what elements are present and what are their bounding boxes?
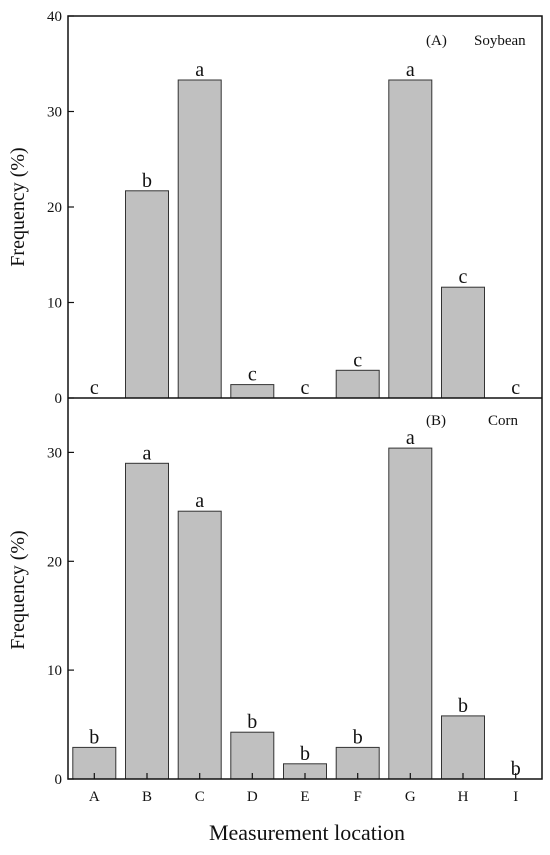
- y-tick-label-soybean: 0: [55, 391, 63, 407]
- sig-label-corn-E: b: [300, 743, 310, 765]
- x-axis-title: Measurement location: [209, 820, 405, 845]
- bar-soybean-H: [441, 286, 485, 399]
- bar-corn-B: [125, 462, 169, 780]
- sig-label-soybean-H: c: [459, 266, 468, 288]
- sig-label-soybean-F: c: [353, 349, 362, 371]
- sig-label-corn-B: a: [143, 442, 152, 464]
- x-tick-label-C: C: [195, 789, 205, 805]
- bar-soybean-C: [177, 79, 222, 399]
- sig-label-soybean-D: c: [248, 364, 257, 386]
- bars-soybean: [125, 79, 485, 399]
- sig-label-soybean-C: a: [195, 59, 204, 81]
- bar-corn-D: [230, 731, 275, 780]
- x-ticks-corn: A B C D E F G H I: [89, 773, 518, 805]
- significance-labels-soybean: c b a c c c a c c: [90, 59, 520, 399]
- sig-label-corn-D: b: [247, 711, 257, 733]
- y-ticks-corn: 0 10 20 30: [47, 445, 74, 788]
- y-tick-label-soybean: 40: [47, 9, 62, 25]
- x-tick-label-A: A: [89, 789, 100, 805]
- x-tick-label-F: F: [354, 789, 362, 805]
- sig-label-corn-A: b: [89, 726, 99, 748]
- y-tick-label-corn: 0: [55, 772, 63, 788]
- sig-label-soybean-G: a: [406, 59, 415, 81]
- bar-soybean-G: [388, 79, 433, 399]
- sig-label-soybean-E: c: [301, 377, 310, 399]
- y-tick-label-soybean: 30: [47, 105, 62, 121]
- y-axis-title-soybean: Frequency (%): [7, 147, 29, 266]
- bar-soybean-D: [230, 384, 275, 399]
- sig-label-corn-H: b: [458, 695, 468, 717]
- x-tick-label-I: I: [513, 789, 518, 805]
- panel-label-b: (B): [426, 413, 446, 429]
- panel-title-soybean: Soybean: [474, 33, 526, 49]
- panel-title-corn: Corn: [488, 413, 519, 429]
- bar-soybean-B: [125, 190, 169, 399]
- panel-label-a: (A): [426, 33, 447, 49]
- sig-label-soybean-B: b: [142, 170, 152, 192]
- y-tick-label-corn: 30: [47, 445, 62, 461]
- panel-a-soybean: c b a c c c a c c 0 10 20 30 40 (A) Soybean Frequenc…: [7, 9, 526, 407]
- bars-corn: [72, 447, 485, 780]
- bar-corn-G: [388, 447, 433, 780]
- sig-label-corn-F: b: [353, 726, 363, 748]
- y-ticks-soybean: 0 10 20 30 40: [47, 9, 74, 407]
- sig-label-soybean-A: c: [90, 377, 99, 399]
- y-tick-label-soybean: 10: [47, 296, 62, 312]
- x-tick-label-H: H: [458, 789, 469, 805]
- bar-corn-C: [177, 510, 222, 780]
- y-tick-label-soybean: 20: [47, 200, 62, 216]
- bar-soybean-F: [335, 369, 380, 399]
- x-tick-label-D: D: [247, 789, 258, 805]
- y-axis-title-corn: Frequency (%): [7, 530, 29, 649]
- bar-corn-H: [441, 715, 485, 780]
- significance-labels-corn: b a a b b b a b b: [89, 427, 520, 780]
- sig-label-soybean-I: c: [511, 377, 520, 399]
- x-tick-label-B: B: [142, 789, 152, 805]
- y-tick-label-corn: 20: [47, 554, 62, 570]
- y-tick-label-corn: 10: [47, 663, 62, 679]
- sig-label-corn-I: b: [511, 758, 521, 780]
- x-tick-label-G: G: [405, 789, 416, 805]
- sig-label-corn-G: a: [406, 427, 415, 449]
- sig-label-corn-C: a: [195, 490, 204, 512]
- x-tick-label-E: E: [300, 789, 309, 805]
- panel-b-corn: b a a b b b a b b 0 10 20 30 A B C D E F G H I (B) Corn Fre…: [7, 413, 521, 805]
